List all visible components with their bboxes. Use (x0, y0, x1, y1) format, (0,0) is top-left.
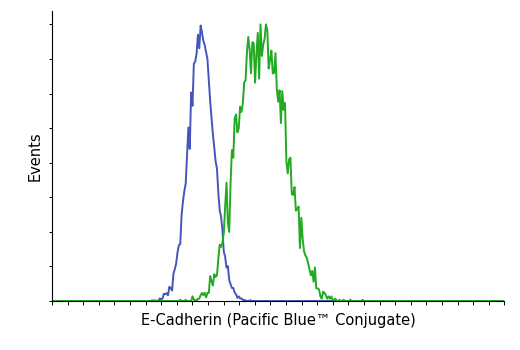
Y-axis label: Events: Events (28, 131, 43, 181)
X-axis label: E-Cadherin (Pacific Blue™ Conjugate): E-Cadherin (Pacific Blue™ Conjugate) (141, 314, 415, 329)
